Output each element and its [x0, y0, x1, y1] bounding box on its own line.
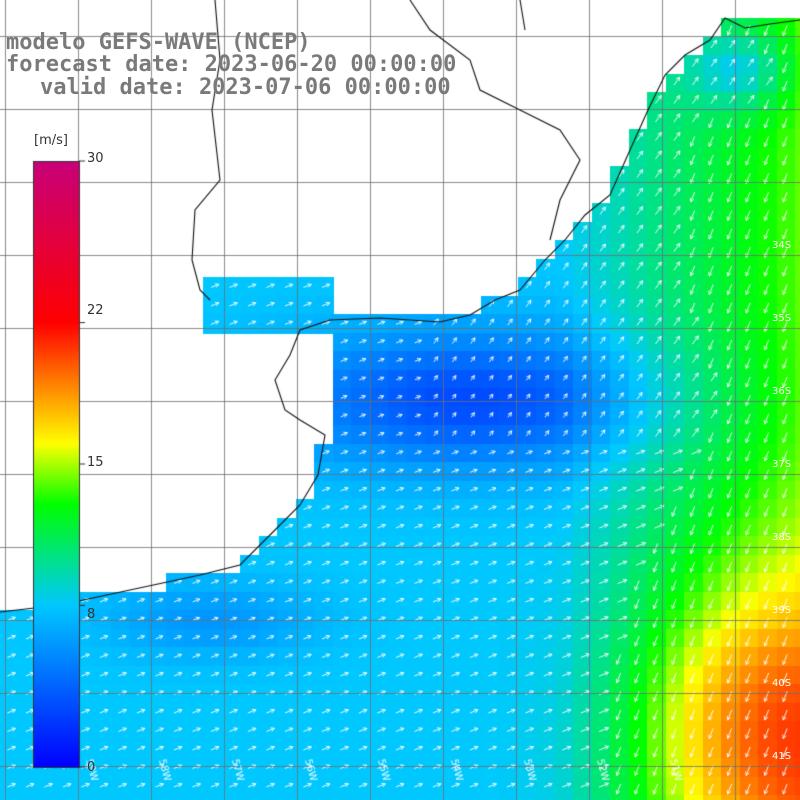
colorbar-tick-30: 30	[87, 151, 104, 166]
lat-label-41s: 41S	[772, 751, 792, 762]
lat-label-36s: 36S	[772, 386, 792, 397]
valid-date: valid date: 2023-07-06 00:00:00	[40, 75, 451, 100]
lat-label-34s: 34S	[772, 240, 792, 251]
colorbar-tick-15: 15	[87, 455, 104, 470]
colorbar-tick-8: 8	[87, 607, 96, 622]
lat-label-40s: 40S	[772, 678, 792, 689]
lat-label-38s: 38S	[772, 532, 792, 543]
colorbar-tick-0: 0	[87, 760, 96, 775]
lat-label-37s: 37S	[772, 459, 792, 470]
lat-label-39s: 39S	[772, 605, 792, 616]
forecast-date: forecast date: 2023-06-20 00:00:00	[6, 52, 457, 77]
colorbar-unit: [m/s]	[34, 133, 68, 148]
colorbar-tick-22: 22	[87, 303, 104, 318]
model-title: modelo GEFS-WAVE (NCEP)	[6, 30, 311, 55]
lat-label-35s: 35S	[772, 313, 792, 324]
